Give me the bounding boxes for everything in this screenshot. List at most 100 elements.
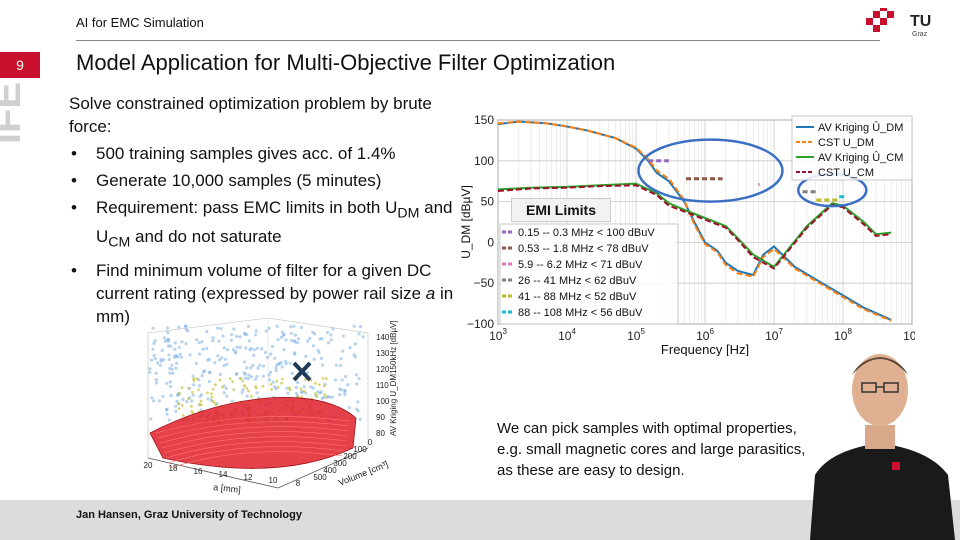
x-tick-exponent: 3 [502, 327, 507, 336]
scatter-point [356, 400, 360, 404]
scatter-point [272, 385, 277, 389]
scatter-point [199, 408, 203, 412]
scatter-point [242, 371, 246, 375]
scatter-point [311, 344, 316, 348]
scatter-point [311, 386, 315, 390]
scatter-point [276, 385, 280, 389]
scatter-point [241, 388, 245, 392]
scatter-point [258, 363, 262, 367]
scatter-point [207, 380, 211, 384]
bullet-list: 500 training samples gives acc. of 1.4% … [69, 142, 464, 328]
scatter-point [296, 380, 300, 385]
scatter-point [218, 358, 222, 362]
scatter-point [299, 387, 303, 391]
scatter-point [357, 332, 361, 336]
scatter-point [269, 383, 273, 386]
scatter-point [264, 329, 268, 333]
scatter-point [341, 349, 345, 353]
y-tick-label: 0 [368, 438, 373, 447]
scatter-point [222, 364, 226, 368]
y-tick-label: −100 [467, 317, 494, 331]
scatter-point [232, 327, 236, 331]
scatter-point [188, 353, 192, 357]
limits-legend-label: 41 -- 88 MHz < 52 dBuV [518, 291, 637, 303]
scatter-point [286, 391, 290, 395]
scatter-point [221, 334, 225, 338]
limits-legend-label: 0.15 -- 0.3 MHz < 100 dBuV [518, 227, 655, 239]
scatter-point [280, 330, 284, 334]
selection-marker [292, 361, 312, 382]
surface-mesh-line [163, 436, 347, 454]
scatter-point [344, 374, 348, 379]
scatter-point [214, 403, 218, 407]
scatter-point [157, 399, 161, 403]
scatter-point [219, 327, 223, 331]
scatter-point [247, 389, 250, 393]
scatter-point [180, 355, 184, 359]
bullet-4-pre: Find minimum volume of filter for a give… [96, 260, 432, 303]
bullet-3-mid: and U [96, 198, 453, 247]
scatter-point [220, 356, 224, 360]
scatter-point [216, 326, 220, 330]
scatter-point [154, 371, 158, 375]
x-tick-exponent: 5 [640, 327, 645, 336]
scatter-point [169, 344, 173, 348]
scatter-point [159, 357, 163, 361]
scatter-point [341, 334, 346, 338]
scatter-point [319, 390, 323, 394]
scatter-point [192, 383, 196, 387]
y-tick-label: 200 [343, 452, 357, 461]
intro-text: Solve constrained optimization problem b… [69, 94, 432, 136]
scatter-point [169, 384, 173, 389]
scatter-point [243, 376, 247, 380]
scatter-point [352, 324, 356, 328]
scatter-point [218, 378, 222, 382]
x-tick-exponent: 7 [778, 327, 783, 336]
scatter-point [254, 333, 258, 337]
scatter-point [280, 365, 284, 369]
scatter-point [163, 339, 167, 343]
x-tick-label: 105 [627, 327, 645, 343]
ife-side-logo: IFE [0, 82, 29, 144]
scatter-point [249, 366, 253, 370]
scatter-point [173, 341, 177, 345]
caption-line-2: e.g. small magnetic cores and large para… [497, 441, 806, 458]
scatter-point [225, 362, 229, 366]
scatter-point [354, 373, 358, 377]
scatter-point [230, 333, 234, 337]
surface-mesh-line [159, 426, 349, 444]
series-line [497, 120, 892, 322]
scatter-point [309, 385, 313, 389]
scatter-point [218, 372, 223, 377]
scatter-point [174, 366, 178, 370]
scatter-point [184, 324, 188, 328]
scatter-point [322, 384, 326, 388]
scatter-point [247, 373, 251, 377]
x-tick-label: 104 [558, 327, 576, 343]
scatter-point [245, 394, 249, 398]
scatter-point [235, 372, 239, 376]
scatter-point [217, 339, 221, 343]
scatter-point [222, 391, 226, 395]
scatter-point [323, 393, 327, 396]
scatter-point [152, 399, 156, 403]
scatter-point [247, 339, 252, 343]
scatter-point [289, 325, 293, 329]
scatter-point [270, 344, 274, 349]
scatter-point [273, 356, 277, 360]
scatter-point [166, 326, 170, 330]
scatter-point [268, 378, 272, 382]
bullet-3-start: Requirement: pass EMC limits in both U [96, 198, 398, 217]
scatter-point [281, 377, 284, 381]
scatter-point [199, 399, 203, 403]
scatter-point [308, 336, 312, 341]
emi-limits-label: EMI Limits [511, 198, 611, 222]
emi-spectrum-chart: 103104105106107108109−100−50050100150Fre… [460, 113, 915, 356]
scatter-point [211, 387, 215, 391]
x-tick-label: 12 [244, 473, 253, 482]
scatter-point [288, 361, 292, 365]
scatter-point [165, 381, 169, 385]
scatter-point [192, 379, 196, 383]
x-tick-label: 16 [194, 467, 203, 476]
scatter-point [166, 338, 170, 342]
